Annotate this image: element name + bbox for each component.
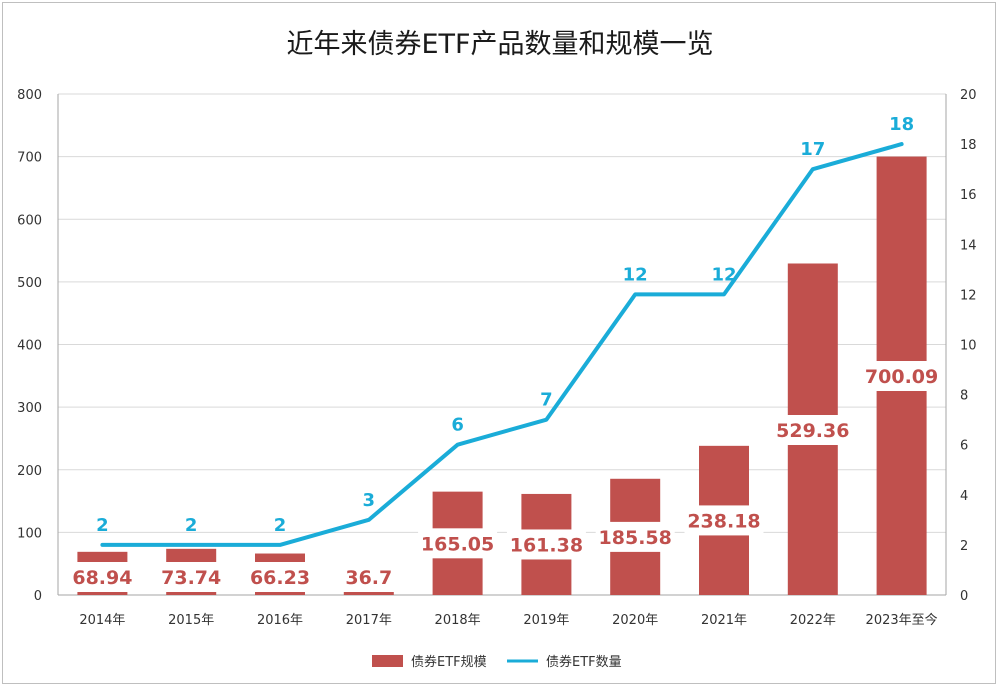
- y-left-tick-label: 500: [17, 276, 42, 291]
- line-data-label: 7: [540, 390, 553, 411]
- bar-data-label: 66.23: [250, 567, 310, 589]
- y-left-tick-label: 100: [17, 526, 42, 541]
- y-left-tick-label: 600: [17, 213, 42, 228]
- bar-data-label: 700.09: [865, 366, 938, 388]
- y-right-tick-label: 18: [960, 138, 977, 153]
- line-data-label: 18: [889, 114, 914, 135]
- y-left-tick-label: 700: [17, 151, 42, 166]
- x-tick-label: 2023年至今: [866, 612, 938, 628]
- x-tick-label: 2015年: [168, 613, 214, 628]
- y-right-tick-label: 6: [960, 439, 968, 454]
- y-right-tick-label: 12: [960, 288, 977, 303]
- bar-label-bg: [506, 529, 586, 560]
- bar-data-label: 529.36: [776, 420, 849, 442]
- bar-data-label: 165.05: [421, 533, 494, 555]
- y-right-tick-label: 2: [960, 539, 968, 554]
- bar-data-label: 36.7: [345, 567, 392, 589]
- bar-data-label: 68.94: [72, 567, 132, 589]
- y-right-tick-label: 14: [960, 238, 977, 253]
- y-left-tick-label: 800: [17, 88, 42, 103]
- y-right-tick-label: 10: [960, 339, 977, 354]
- x-tick-label: 2014年: [79, 613, 125, 628]
- y-left-tick-label: 200: [17, 464, 42, 479]
- y-right-tick-label: 8: [960, 389, 968, 404]
- count-line: [100, 142, 904, 547]
- line-data-label: 6: [451, 415, 464, 436]
- x-tick-label: 2016年: [257, 613, 303, 628]
- line-data-label: 3: [363, 490, 376, 511]
- bar-data-label: 161.38: [510, 534, 583, 556]
- bar-label-bg: [68, 562, 137, 592]
- bar-data-label: 238.18: [687, 510, 760, 532]
- x-tick-label: 2022年: [790, 613, 836, 628]
- bar-label-bg: [595, 521, 675, 552]
- line-data-label: 17: [800, 139, 825, 160]
- x-tick-label: 2019年: [523, 613, 569, 628]
- y-right-tick-label: 0: [960, 589, 968, 604]
- x-tick-label: 2017年: [346, 613, 392, 628]
- line-data-label: 12: [623, 264, 648, 285]
- bar-label-bg: [418, 528, 498, 559]
- x-tick-label: 2020年: [612, 613, 658, 628]
- y-right-tick-label: 4: [960, 489, 968, 504]
- bar-label-bg: [684, 505, 764, 536]
- x-tick-label: 2018年: [435, 613, 481, 628]
- line-data-label: 12: [711, 264, 736, 285]
- y-right-tick-label: 16: [960, 188, 977, 203]
- line-data-label: 2: [274, 515, 287, 536]
- legend-bar-swatch: [372, 655, 403, 667]
- bar-label-bg: [246, 562, 314, 592]
- y-left-tick-label: 300: [17, 401, 42, 416]
- bar-label-bg: [340, 562, 397, 592]
- y-left-tick-label: 400: [17, 339, 42, 354]
- y-right-tick-label: 20: [960, 88, 977, 103]
- line-data-label: 2: [96, 515, 109, 536]
- bar-label-bg: [862, 361, 942, 391]
- bar-label-bg: [773, 415, 853, 445]
- line-data-label: 2: [185, 515, 198, 536]
- x-tick-label: 2021年: [701, 613, 747, 628]
- bar-data-label: 185.58: [599, 527, 672, 549]
- chart-title: 近年来债券ETF产品数量和规模一览: [286, 29, 714, 60]
- legend-bar-label: 债券ETF规模: [411, 654, 487, 670]
- bar-data-label: 73.74: [161, 567, 221, 589]
- y-left-tick-label: 0: [34, 589, 42, 604]
- bar-label-bg: [157, 562, 225, 592]
- legend-line-label: 债券ETF数量: [546, 654, 622, 670]
